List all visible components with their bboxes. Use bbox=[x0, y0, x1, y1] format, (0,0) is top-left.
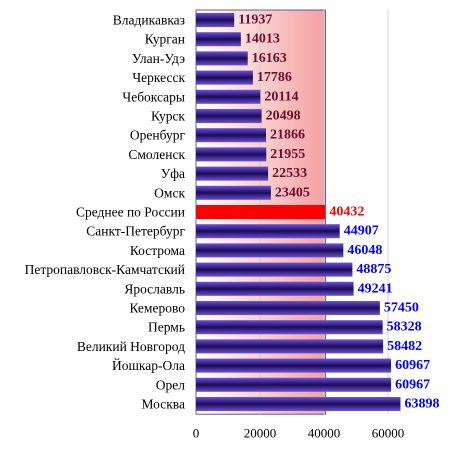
data-label: 40432 bbox=[329, 205, 364, 220]
category-label: Улан-Удэ bbox=[132, 51, 185, 66]
category-label: Курск bbox=[151, 109, 185, 124]
data-label: 22533 bbox=[272, 166, 307, 181]
bar bbox=[196, 32, 241, 47]
data-label: 20498 bbox=[266, 109, 301, 124]
bar bbox=[196, 147, 267, 162]
data-label: 23405 bbox=[275, 185, 310, 200]
category-label: Петропавловск-Камчатский bbox=[25, 262, 185, 277]
data-label: 16163 bbox=[252, 51, 287, 66]
category-label: Ярославль bbox=[124, 281, 185, 296]
data-label: 11937 bbox=[238, 13, 272, 28]
data-label: 60967 bbox=[395, 358, 430, 373]
bar bbox=[196, 339, 384, 354]
x-tick-label: 60000 bbox=[372, 426, 405, 441]
x-tick-label: 40000 bbox=[308, 426, 341, 441]
bar bbox=[196, 109, 262, 123]
bar bbox=[196, 320, 383, 335]
bar bbox=[196, 185, 271, 200]
bar bbox=[196, 128, 266, 143]
bar bbox=[196, 51, 248, 66]
data-label: 57450 bbox=[384, 301, 419, 316]
category-label: Среднее по России bbox=[76, 205, 185, 220]
bar bbox=[196, 243, 344, 258]
category-label: Смоленск bbox=[128, 147, 185, 162]
category-label: Курган bbox=[145, 32, 185, 47]
data-label: 14013 bbox=[245, 32, 280, 47]
data-label: 20114 bbox=[264, 89, 298, 104]
data-label: 48875 bbox=[356, 262, 391, 277]
data-label: 44907 bbox=[344, 224, 379, 239]
data-label: 17786 bbox=[257, 70, 292, 85]
bar bbox=[196, 224, 340, 239]
x-tick-label: 20000 bbox=[244, 426, 277, 441]
category-label: Орел bbox=[156, 377, 185, 392]
category-label: Владикавказ bbox=[113, 13, 185, 28]
x-tick-label: 0 bbox=[193, 426, 200, 441]
data-label: 21866 bbox=[270, 128, 305, 143]
data-label: 49241 bbox=[358, 281, 393, 296]
data-label: 58328 bbox=[387, 320, 422, 335]
category-label: Чебоксары bbox=[122, 89, 185, 104]
category-label: Кострома bbox=[130, 243, 185, 258]
category-label: Черкесск bbox=[132, 70, 185, 85]
bar bbox=[196, 397, 401, 411]
bar bbox=[196, 281, 354, 296]
data-label: 21955 bbox=[270, 147, 305, 162]
data-label: 63898 bbox=[404, 397, 439, 412]
data-label: 46048 bbox=[347, 243, 382, 258]
category-label: Уфа bbox=[161, 166, 185, 181]
bar bbox=[196, 70, 253, 85]
bar bbox=[196, 262, 353, 277]
category-label: Кемерово bbox=[129, 301, 185, 316]
bar bbox=[196, 166, 269, 181]
category-label: Оренбург bbox=[130, 128, 186, 143]
data-label: 60967 bbox=[395, 377, 430, 392]
category-label: Великий Новгород bbox=[77, 339, 185, 354]
bar bbox=[196, 13, 235, 27]
category-label: Йошкар-Ола bbox=[112, 358, 185, 373]
category-label: Пермь bbox=[148, 320, 185, 335]
bar bbox=[196, 377, 392, 392]
category-label: Санкт-Петербург bbox=[86, 224, 185, 239]
bar bbox=[196, 358, 392, 373]
category-label: Омск bbox=[154, 185, 185, 200]
data-label: 58482 bbox=[387, 339, 422, 354]
bar bbox=[196, 89, 261, 104]
bar bbox=[196, 301, 380, 315]
category-label: Москва bbox=[142, 397, 186, 412]
bar bbox=[196, 205, 326, 219]
